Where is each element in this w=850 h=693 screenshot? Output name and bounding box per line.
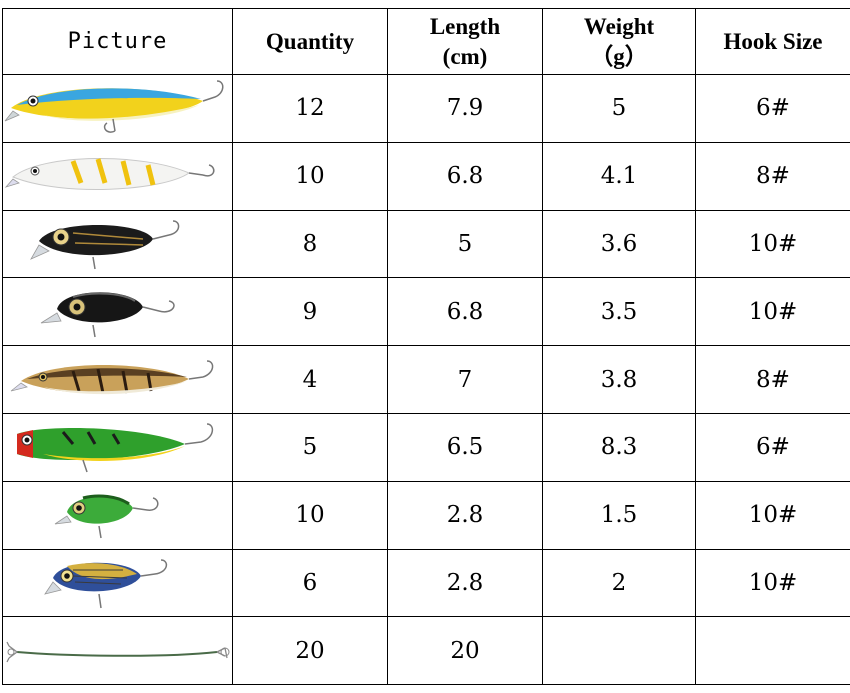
minnow-lure-yellow-blue-icon	[4, 80, 224, 134]
length-cell: 2.8	[387, 548, 543, 618]
weight-cell: 3.5	[542, 277, 696, 347]
table-row: 10 2.8 1.5 10#	[2, 480, 850, 550]
header-row: Picture Quantity Length (cm) Weight （g） …	[2, 8, 850, 75]
header-quantity: Quantity	[232, 8, 388, 75]
crank-lure-black-icon	[40, 292, 175, 337]
quantity-cell: 4	[232, 345, 388, 414]
weight-cell: 3.6	[542, 209, 696, 279]
crank-lure-green-icon	[54, 494, 159, 539]
length-cell: 6.5	[387, 412, 543, 482]
quantity-cell: 6	[232, 548, 388, 618]
weight-cell: 1.5	[542, 480, 696, 550]
picture-cell	[2, 74, 233, 143]
header-picture: Picture	[2, 8, 233, 75]
crank-lure-blue-gold-icon	[44, 559, 168, 609]
weight-cell: 2	[542, 548, 696, 618]
length-cell: 20	[387, 616, 543, 686]
table-row: 10 6.8 4.1 8#	[2, 141, 850, 211]
header-weight-label: Weight	[583, 13, 655, 39]
table-row: 20 20	[2, 616, 850, 686]
hook-size-cell: 8#	[695, 141, 850, 211]
lure-spec-table: Picture Quantity Length (cm) Weight （g） …	[2, 8, 850, 686]
hook-size-cell: 6#	[695, 74, 850, 143]
header-hook-size: Hook Size	[695, 8, 850, 75]
length-cell: 7	[387, 345, 543, 414]
length-cell: 6.8	[387, 141, 543, 211]
length-cell: 6.8	[387, 277, 543, 347]
crank-lure-black-gold-icon	[30, 220, 180, 270]
weight-cell	[542, 616, 696, 686]
picture-cell	[2, 209, 233, 279]
picture-cell	[2, 480, 233, 550]
quantity-cell: 12	[232, 74, 388, 143]
picture-cell	[2, 277, 233, 347]
table-row: 12 7.9 5 6#	[2, 74, 850, 143]
quantity-cell: 8	[232, 209, 388, 279]
picture-cell	[2, 141, 233, 211]
weight-cell: 3.8	[542, 345, 696, 414]
header-length-unit: (cm)	[442, 43, 488, 69]
length-cell: 5	[387, 209, 543, 279]
header-length-label: Length	[429, 13, 501, 39]
weight-cell: 5	[542, 74, 696, 143]
table-row: 5 6.5 8.3 6#	[2, 412, 850, 482]
quantity-cell: 10	[232, 480, 388, 550]
popper-lure-green-red-icon	[17, 423, 214, 473]
table-row: 4 7 3.8 8#	[2, 345, 850, 414]
quantity-cell: 10	[232, 141, 388, 211]
length-cell: 7.9	[387, 74, 543, 143]
hook-size-cell	[695, 616, 850, 686]
quantity-cell: 20	[232, 616, 388, 686]
hook-size-cell: 6#	[695, 412, 850, 482]
hook-size-cell: 10#	[695, 548, 850, 618]
weight-cell: 4.1	[542, 141, 696, 211]
minnow-lure-white-yellow-icon	[4, 158, 215, 191]
hook-size-cell: 8#	[695, 345, 850, 414]
quantity-cell: 5	[232, 412, 388, 482]
header-weight: Weight （g）	[542, 8, 696, 75]
hook-size-cell: 10#	[695, 277, 850, 347]
wire-leader-icon	[6, 641, 230, 663]
minnow-lure-brown-stripe-icon	[10, 359, 214, 394]
picture-cell	[2, 412, 233, 482]
hook-size-cell: 10#	[695, 209, 850, 279]
table-row: 8 5 3.6 10#	[2, 209, 850, 279]
table-row: 9 6.8 3.5 10#	[2, 277, 850, 347]
header-length: Length (cm)	[387, 8, 543, 75]
picture-cell	[2, 548, 233, 618]
length-cell: 2.8	[387, 480, 543, 550]
picture-cell	[2, 616, 233, 686]
header-weight-unit: （g）	[590, 43, 648, 69]
table-row: 6 2.8 2 10#	[2, 548, 850, 618]
hook-size-cell: 10#	[695, 480, 850, 550]
picture-cell	[2, 345, 233, 414]
weight-cell: 8.3	[542, 412, 696, 482]
quantity-cell: 9	[232, 277, 388, 347]
